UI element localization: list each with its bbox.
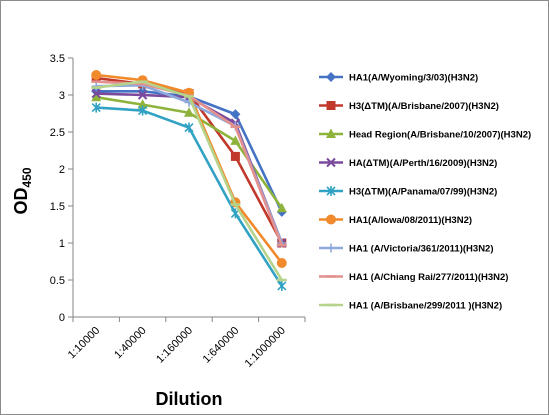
legend-label: H3(ΔTM)(A/Panama/07/99)(H3N2) — [349, 187, 497, 198]
data-point — [91, 70, 102, 81]
y-tick-label: 0.5 — [50, 275, 65, 287]
legend-swatch-marker — [326, 214, 336, 225]
y-axis-title-main: OD — [11, 188, 31, 215]
y-tick-label: 3 — [59, 90, 65, 102]
x-tick-label: 1:160000 — [154, 325, 195, 366]
legend-swatch-marker — [326, 72, 336, 82]
data-point — [276, 202, 287, 213]
series-7 — [91, 80, 287, 248]
data-point — [91, 91, 102, 102]
data-point — [91, 88, 101, 99]
y-tick-label: 2.5 — [50, 127, 65, 139]
legend-label: HA1 (A/Brisbane/299/2011 )(H3N2) — [349, 301, 502, 312]
x-tick-label: 1:1000000 — [243, 325, 288, 370]
x-tick-label: 1:640000 — [201, 325, 242, 366]
y-tick-label: 2 — [59, 164, 65, 176]
y-tick-label: 1 — [59, 238, 65, 250]
data-point — [184, 107, 194, 117]
legend-label: HA1 (A/Victoria/361/2011)(H3N2) — [349, 244, 494, 255]
x-axis-title: Dilution — [156, 389, 223, 409]
data-point — [137, 90, 148, 100]
data-point — [276, 257, 287, 268]
legend-swatch-marker — [326, 128, 336, 138]
data-point — [137, 99, 148, 109]
legend-label: H3(ΔTM)(A/Brisbane/2007)(H3N2) — [349, 101, 499, 112]
legend: HA1(A/Wyoming/3/03)(H3N2) H3(ΔTM)(A/Brisb… — [319, 72, 531, 312]
data-point — [230, 109, 241, 120]
legend-label: HA1(A/Iowa/08/2011)(H3N2) — [349, 215, 472, 226]
data-point — [138, 105, 148, 116]
data-point — [230, 151, 240, 161]
legend-swatch-marker — [326, 243, 336, 253]
data-point — [230, 135, 241, 145]
legend-item: HA1 (A/Chiang Rai/277/2011)(H3N2) — [319, 272, 508, 283]
series-line — [96, 106, 283, 287]
y-tick-label: 0 — [59, 312, 65, 324]
y-axis-title: OD450 — [11, 167, 34, 214]
series-5 — [91, 102, 287, 291]
legend-label: HA(ΔTM)(A/Perth/16/2009)(H3N2) — [349, 158, 497, 169]
x-tick-label: 1:10000 — [66, 325, 103, 362]
legend-item: HA(ΔTM)(A/Perth/16/2009)(H3N2) — [319, 157, 497, 169]
legend-item: HA1(A/Wyoming/3/03)(H3N2) — [319, 72, 478, 84]
legend-swatch-marker — [326, 157, 336, 168]
legend-swatch-marker — [326, 101, 336, 110]
legend-item: HA1 (A/Brisbane/299/2011 )(H3N2) — [319, 301, 502, 312]
y-axis-title-subscript: 450 — [20, 167, 34, 187]
data-point — [184, 122, 194, 133]
series-9 — [91, 80, 287, 282]
legend-item: H3(ΔTM)(A/Panama/07/99)(H3N2) — [319, 186, 497, 198]
legend-label: HA1 (A/Chiang Rai/277/2011)(H3N2) — [349, 272, 508, 283]
legend-swatch-marker — [326, 186, 336, 196]
legend-item: Head Region(A/Brisbane/10/2007)(H3N2) — [319, 128, 531, 141]
data-point — [277, 280, 287, 291]
y-tick-label: 3.5 — [50, 53, 65, 65]
data-point — [91, 102, 101, 113]
legend-item: HA1(A/Iowa/08/2011)(H3N2) — [319, 214, 472, 226]
legend-label: HA1(A/Wyoming/3/03)(H3N2) — [349, 73, 478, 84]
y-tick-label: 1.5 — [50, 201, 65, 213]
x-tick-label: 1:40000 — [112, 325, 149, 362]
legend-label: Head Region(A/Brisbane/10/2007)(H3N2) — [349, 130, 531, 141]
legend-item: HA1 (A/Victoria/361/2011)(H3N2) — [319, 243, 494, 255]
legend-item: H3(ΔTM)(A/Brisbane/2007)(H3N2) — [319, 101, 499, 112]
